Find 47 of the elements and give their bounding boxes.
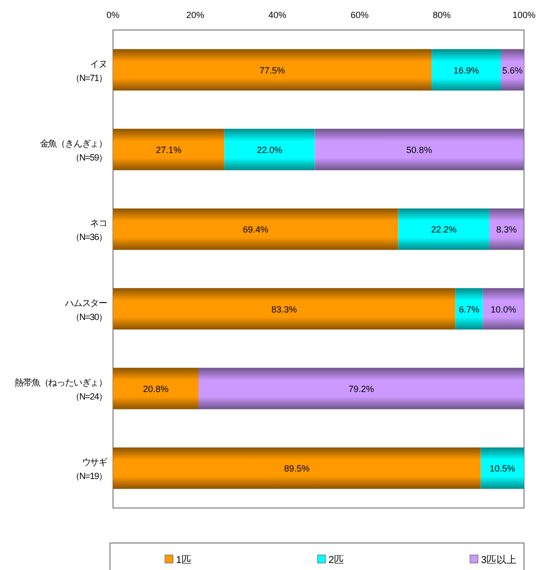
- x-tick-label: 100%: [512, 10, 536, 20]
- data-label: 6.7%: [458, 304, 480, 314]
- y-tick-label: 熱帯魚（ねったいぎょ）（N=24）: [14, 378, 107, 402]
- data-label: 10.5%: [490, 464, 516, 474]
- data-label: 27.1%: [156, 145, 182, 155]
- x-tick-label: 60%: [350, 10, 369, 20]
- data-label: 79.2%: [348, 384, 374, 394]
- bar: [113, 128, 224, 170]
- bar: [489, 208, 524, 250]
- bar: [455, 288, 483, 330]
- legend-label: 3匹以上: [481, 554, 517, 566]
- data-label: 16.9%: [453, 65, 480, 76]
- y-tick-label: ネコ（N=36）: [70, 218, 107, 242]
- bar: [314, 128, 524, 170]
- x-tick-label: 20%: [186, 10, 204, 20]
- y-tick-label: ウサギ（N=19）: [70, 457, 108, 482]
- data-label: 22.2%: [431, 224, 457, 235]
- data-label: 8.3%: [496, 224, 517, 235]
- bar: [224, 128, 315, 170]
- bar: [198, 368, 524, 410]
- bar: [113, 368, 198, 410]
- x-tick-label: 80%: [432, 10, 451, 20]
- y-tick-label: ハムスター（N=30）: [64, 298, 108, 322]
- legend-label: 1匹: [176, 555, 192, 566]
- bar: [500, 49, 524, 91]
- y-tick-label: イヌ（N=71）: [70, 58, 107, 83]
- data-label: 5.6%: [502, 65, 523, 76]
- bar: [432, 49, 501, 91]
- legend-label: 2匹: [328, 555, 344, 566]
- data-label: 22.0%: [256, 145, 282, 155]
- x-tick-label: 40%: [268, 10, 286, 20]
- data-label: 77.5%: [259, 65, 286, 76]
- data-label: 83.3%: [271, 304, 297, 314]
- data-label: 89.5%: [284, 464, 310, 474]
- bar: [113, 49, 432, 91]
- x-tick-label: 0%: [106, 10, 120, 20]
- bar: [113, 288, 456, 330]
- y-tick-label: 金魚（きんぎょ）（N=59）: [40, 138, 107, 162]
- data-label: 69.4%: [242, 224, 268, 235]
- bar: [482, 288, 524, 330]
- bar: [480, 447, 524, 489]
- bar: [113, 208, 398, 250]
- bar: [113, 447, 481, 489]
- data-label: 10.0%: [490, 304, 516, 314]
- data-label: 50.8%: [406, 145, 432, 155]
- bar: [398, 208, 490, 250]
- data-label: 20.8%: [142, 384, 169, 394]
